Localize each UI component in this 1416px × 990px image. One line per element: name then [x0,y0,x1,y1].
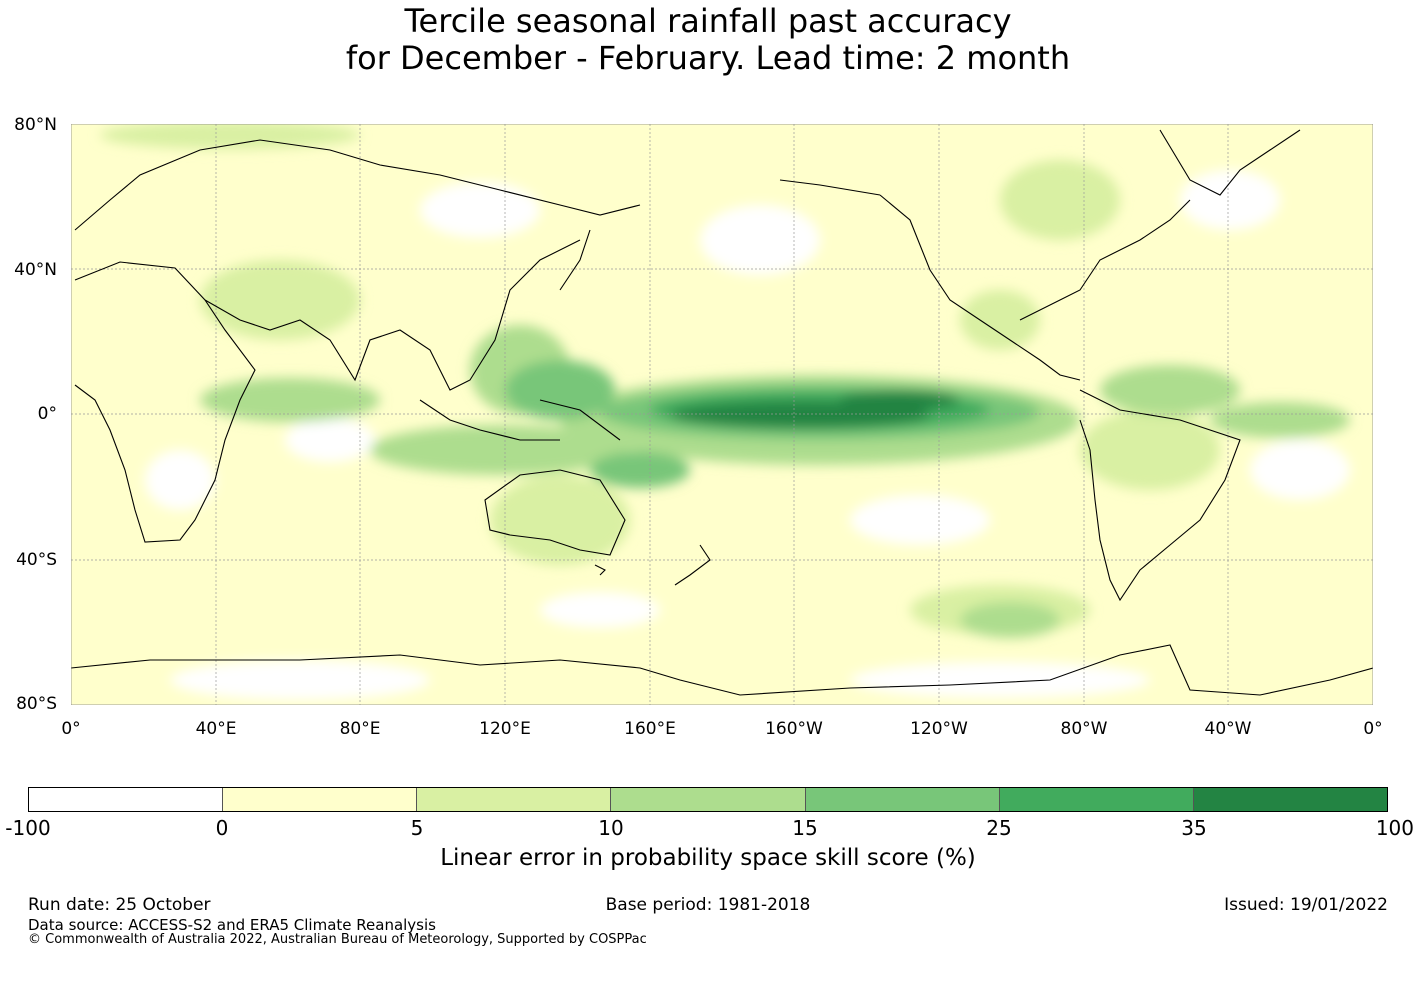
colorbar-tick: -100 [5,816,51,840]
colorbar-segment [417,788,612,811]
coastlines [71,129,1373,696]
base-period: Base period: 1981-2018 [605,895,811,915]
colorbar-segment [1193,788,1387,811]
lon-label-120e: 120°E [479,719,531,739]
colorbar-tick: 35 [1181,816,1207,840]
copyright: © Commonwealth of Australia 2022, Austra… [28,932,647,947]
lon-label-160w: 160°W [765,719,823,739]
lon-label-0-west: 0° [61,719,81,739]
issued-date: Issued: 19/01/2022 [1224,895,1388,915]
lon-label-120w: 120°W [910,719,968,739]
graticule [71,124,1373,705]
colorbar [28,787,1388,812]
colorbar-tick: 100 [1375,816,1414,840]
colorbar-segment [805,788,1000,811]
lon-label-80e: 80°E [339,719,381,739]
colorbar-label: Linear error in probability space skill … [440,845,976,871]
colorbar-tick: 25 [986,816,1012,840]
data-source: Data source: ACCESS-S2 and ERA5 Climate … [28,916,436,934]
colorbar-tick: 15 [792,816,818,840]
lat-label-0: 0° [37,404,57,424]
run-date: Run date: 25 October [28,895,211,915]
colorbar-tick: 5 [410,816,424,840]
lon-label-40e: 40°E [195,719,237,739]
lat-label-40n: 40°N [14,260,57,280]
lon-label-0-east: 0° [1363,719,1383,739]
skill-score-map [71,124,1373,705]
lat-label-40s: 40°S [16,550,57,570]
colorbar-segment [29,788,224,811]
colorbar-segment [999,788,1194,811]
colorbar-tick: 0 [215,816,229,840]
colorbar-tick: 10 [598,816,624,840]
colorbar-segment [611,788,806,811]
lat-label-80s: 80°S [16,694,57,714]
map-title-line2: for December - February. Lead time: 2 mo… [345,39,1071,77]
colorbar-segment [223,788,418,811]
lon-label-80w: 80°W [1060,719,1108,739]
lat-label-80n: 80°N [14,115,57,135]
lon-label-160e: 160°E [624,719,676,739]
map-title-line1: Tercile seasonal rainfall past accuracy [404,2,1012,40]
lon-label-40w: 40°W [1204,719,1252,739]
